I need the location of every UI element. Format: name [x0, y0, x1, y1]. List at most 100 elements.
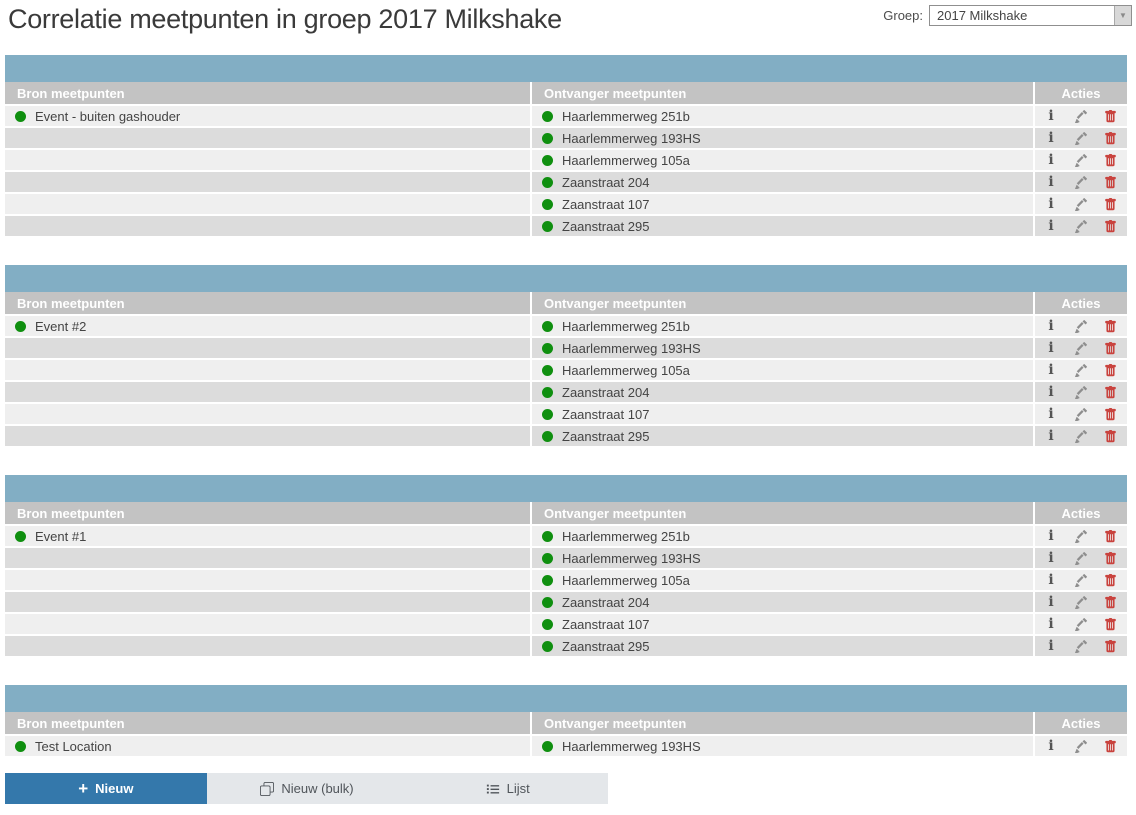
receiver-cell: Zaanstraat 204	[532, 172, 1033, 192]
actions-cell: i	[1035, 128, 1127, 148]
source-label: Event - buiten gashouder	[35, 108, 181, 124]
edit-icon[interactable]	[1074, 595, 1087, 609]
correlation-group-4: Bron meetpunten Ontvanger meetpunten Actie…	[5, 685, 1127, 756]
actions-cell: i	[1035, 426, 1127, 446]
edit-icon[interactable]	[1074, 617, 1087, 631]
info-icon[interactable]: i	[1048, 528, 1054, 544]
info-icon[interactable]: i	[1048, 638, 1054, 654]
info-icon[interactable]: i	[1048, 550, 1054, 566]
delete-icon[interactable]	[1104, 153, 1117, 167]
edit-icon[interactable]	[1074, 131, 1087, 145]
actions-cell: i	[1035, 194, 1127, 214]
delete-icon[interactable]	[1104, 109, 1117, 123]
actions-cell: i	[1035, 316, 1127, 336]
group-select[interactable]: 2017 Milkshake ▼	[929, 5, 1132, 26]
edit-icon[interactable]	[1074, 109, 1087, 123]
delete-icon[interactable]	[1104, 573, 1117, 587]
receiver-label: Haarlemmerweg 193HS	[562, 340, 701, 356]
info-icon[interactable]: i	[1048, 108, 1054, 124]
plus-icon: +	[78, 779, 89, 798]
info-icon[interactable]: i	[1048, 340, 1054, 356]
column-header-receiver: Ontvanger meetpunten	[532, 292, 1033, 314]
info-icon[interactable]: i	[1048, 616, 1054, 632]
actions-cell: i	[1035, 216, 1127, 236]
edit-icon[interactable]	[1074, 407, 1087, 421]
chevron-down-icon[interactable]: ▼	[1114, 6, 1131, 25]
delete-icon[interactable]	[1104, 175, 1117, 189]
source-cell: Event - buiten gashouder	[5, 106, 530, 126]
info-icon[interactable]: i	[1048, 174, 1054, 190]
source-cell	[5, 338, 530, 358]
correlation-row: Event #2 Haarlemmerweg 251b i	[5, 316, 1127, 336]
status-dot	[542, 408, 553, 420]
delete-icon[interactable]	[1104, 529, 1117, 543]
edit-icon[interactable]	[1074, 429, 1087, 443]
actions-cell: i	[1035, 736, 1127, 756]
edit-icon[interactable]	[1074, 639, 1087, 653]
delete-icon[interactable]	[1104, 407, 1117, 421]
info-icon[interactable]: i	[1048, 384, 1054, 400]
edit-icon[interactable]	[1074, 197, 1087, 211]
edit-icon[interactable]	[1074, 739, 1087, 753]
info-icon[interactable]: i	[1048, 572, 1054, 588]
source-cell	[5, 636, 530, 656]
actions-cell: i	[1035, 548, 1127, 568]
status-dot	[542, 364, 553, 376]
edit-icon[interactable]	[1074, 175, 1087, 189]
delete-icon[interactable]	[1104, 385, 1117, 399]
actions-cell: i	[1035, 592, 1127, 612]
delete-icon[interactable]	[1104, 197, 1117, 211]
actions-cell: i	[1035, 172, 1127, 192]
info-icon[interactable]: i	[1048, 594, 1054, 610]
status-dot	[542, 176, 553, 188]
info-icon[interactable]: i	[1048, 152, 1054, 168]
status-dot	[542, 574, 553, 586]
column-header-actions: Acties	[1035, 292, 1127, 314]
column-header-source: Bron meetpunten	[5, 292, 530, 314]
info-icon[interactable]: i	[1048, 362, 1054, 378]
info-icon[interactable]: i	[1048, 318, 1054, 334]
delete-icon[interactable]	[1104, 595, 1117, 609]
receiver-cell: Zaanstraat 107	[532, 194, 1033, 214]
delete-icon[interactable]	[1104, 341, 1117, 355]
status-dot	[542, 596, 553, 608]
edit-icon[interactable]	[1074, 529, 1087, 543]
info-icon[interactable]: i	[1048, 428, 1054, 444]
status-dot	[542, 220, 553, 232]
info-icon[interactable]: i	[1048, 738, 1054, 754]
actions-cell: i	[1035, 360, 1127, 380]
edit-icon[interactable]	[1074, 385, 1087, 399]
info-icon[interactable]: i	[1048, 196, 1054, 212]
group-header-bar	[5, 265, 1127, 292]
column-header-source: Bron meetpunten	[5, 82, 530, 104]
edit-icon[interactable]	[1074, 219, 1087, 233]
delete-icon[interactable]	[1104, 617, 1117, 631]
correlation-row: Zaanstraat 204 i	[5, 382, 1127, 402]
delete-icon[interactable]	[1104, 551, 1117, 565]
column-header-row: Bron meetpunten Ontvanger meetpunten Actie…	[5, 502, 1127, 524]
delete-icon[interactable]	[1104, 131, 1117, 145]
edit-icon[interactable]	[1074, 573, 1087, 587]
correlation-row: Haarlemmerweg 193HS i	[5, 128, 1127, 148]
edit-icon[interactable]	[1074, 153, 1087, 167]
edit-icon[interactable]	[1074, 551, 1087, 565]
delete-icon[interactable]	[1104, 429, 1117, 443]
list-button[interactable]: Lijst	[407, 773, 609, 804]
delete-icon[interactable]	[1104, 363, 1117, 377]
edit-icon[interactable]	[1074, 363, 1087, 377]
delete-icon[interactable]	[1104, 219, 1117, 233]
receiver-cell: Haarlemmerweg 105a	[532, 150, 1033, 170]
delete-icon[interactable]	[1104, 739, 1117, 753]
info-icon[interactable]: i	[1048, 406, 1054, 422]
status-dot	[542, 132, 553, 144]
edit-icon[interactable]	[1074, 341, 1087, 355]
delete-icon[interactable]	[1104, 319, 1117, 333]
info-icon[interactable]: i	[1048, 130, 1054, 146]
receiver-cell: Zaanstraat 107	[532, 404, 1033, 424]
edit-icon[interactable]	[1074, 319, 1087, 333]
new-bulk-button[interactable]: Nieuw (bulk)	[206, 773, 408, 804]
info-icon[interactable]: i	[1048, 218, 1054, 234]
new-button[interactable]: + Nieuw	[5, 773, 207, 804]
source-cell	[5, 570, 530, 590]
delete-icon[interactable]	[1104, 639, 1117, 653]
